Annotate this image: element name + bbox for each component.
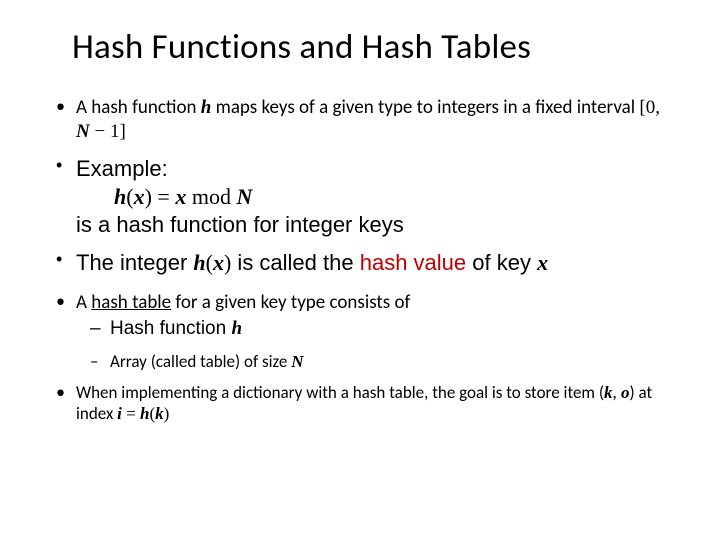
var-x: x <box>175 184 186 209</box>
paren-close: ) <box>164 404 170 423</box>
term-hash-value: hash value <box>360 250 466 275</box>
var-h: h <box>114 184 126 209</box>
text: of key <box>466 250 537 275</box>
example-label: Example: <box>76 156 168 181</box>
term-hash-table: hash table <box>91 291 171 314</box>
var-h: h <box>201 97 212 118</box>
text: When implementing a dictionary with a ha… <box>76 382 604 403</box>
var-h: h <box>193 250 205 275</box>
text: maps keys of a given type to integers in… <box>211 96 639 119</box>
text: A hash function <box>76 96 201 119</box>
eq: = <box>152 184 175 209</box>
slide: Hash Functions and Hash Tables A hash fu… <box>0 0 720 540</box>
var-o: o <box>621 383 630 402</box>
bullet-list: A hash function h maps keys of a given t… <box>50 96 670 425</box>
example-formula: h(x) = x mod N <box>114 183 670 211</box>
slide-title: Hash Functions and Hash Tables <box>72 26 670 68</box>
text: Array (called table) of size <box>110 351 291 372</box>
text: for a given key type consists of <box>171 291 410 314</box>
var-k: k <box>604 383 613 402</box>
interval-close: − 1] <box>90 121 126 142</box>
sub-list: Hash function h <box>90 317 670 341</box>
example-explain: is a hash function for integer keys <box>76 211 670 239</box>
sub-array: Array (called table) of size N <box>90 351 670 372</box>
var-x: x <box>134 184 145 209</box>
bullet-dictionary-goal: When implementing a dictionary with a ha… <box>50 382 670 425</box>
sub-list: Array (called table) of size N <box>90 351 670 372</box>
bullet-array-and-goal: .b5::before{content:none !important;} Ar… <box>50 351 670 372</box>
var-x: x <box>537 250 548 275</box>
paren-close: ) <box>145 184 152 209</box>
var-k: k <box>155 404 164 423</box>
text: The integer <box>76 250 193 275</box>
bullet-hash-function-def: A hash function h maps keys of a given t… <box>50 96 670 145</box>
mod: mod <box>186 184 236 209</box>
paren-open: ( <box>206 250 213 275</box>
interval-open: [0, <box>639 97 660 118</box>
comma: , <box>613 383 622 402</box>
text: is called the <box>231 250 359 275</box>
var-N: N <box>291 352 303 371</box>
bullet-example: Example: h(x) = x mod N is a hash functi… <box>50 155 670 239</box>
text: A <box>76 291 91 314</box>
bullet-hash-table-def: A hash table for a given key type consis… <box>50 291 670 341</box>
sub-hash-function: Hash function h <box>90 317 670 341</box>
text: Hash function <box>110 318 231 339</box>
var-x: x <box>213 250 224 275</box>
var-N: N <box>236 184 252 209</box>
paren-open: ( <box>126 184 133 209</box>
eq: = <box>122 404 140 423</box>
var-N: N <box>76 121 90 142</box>
var-h: h <box>231 318 242 339</box>
bullet-hash-value: The integer h(x) is called the hash valu… <box>50 249 670 277</box>
